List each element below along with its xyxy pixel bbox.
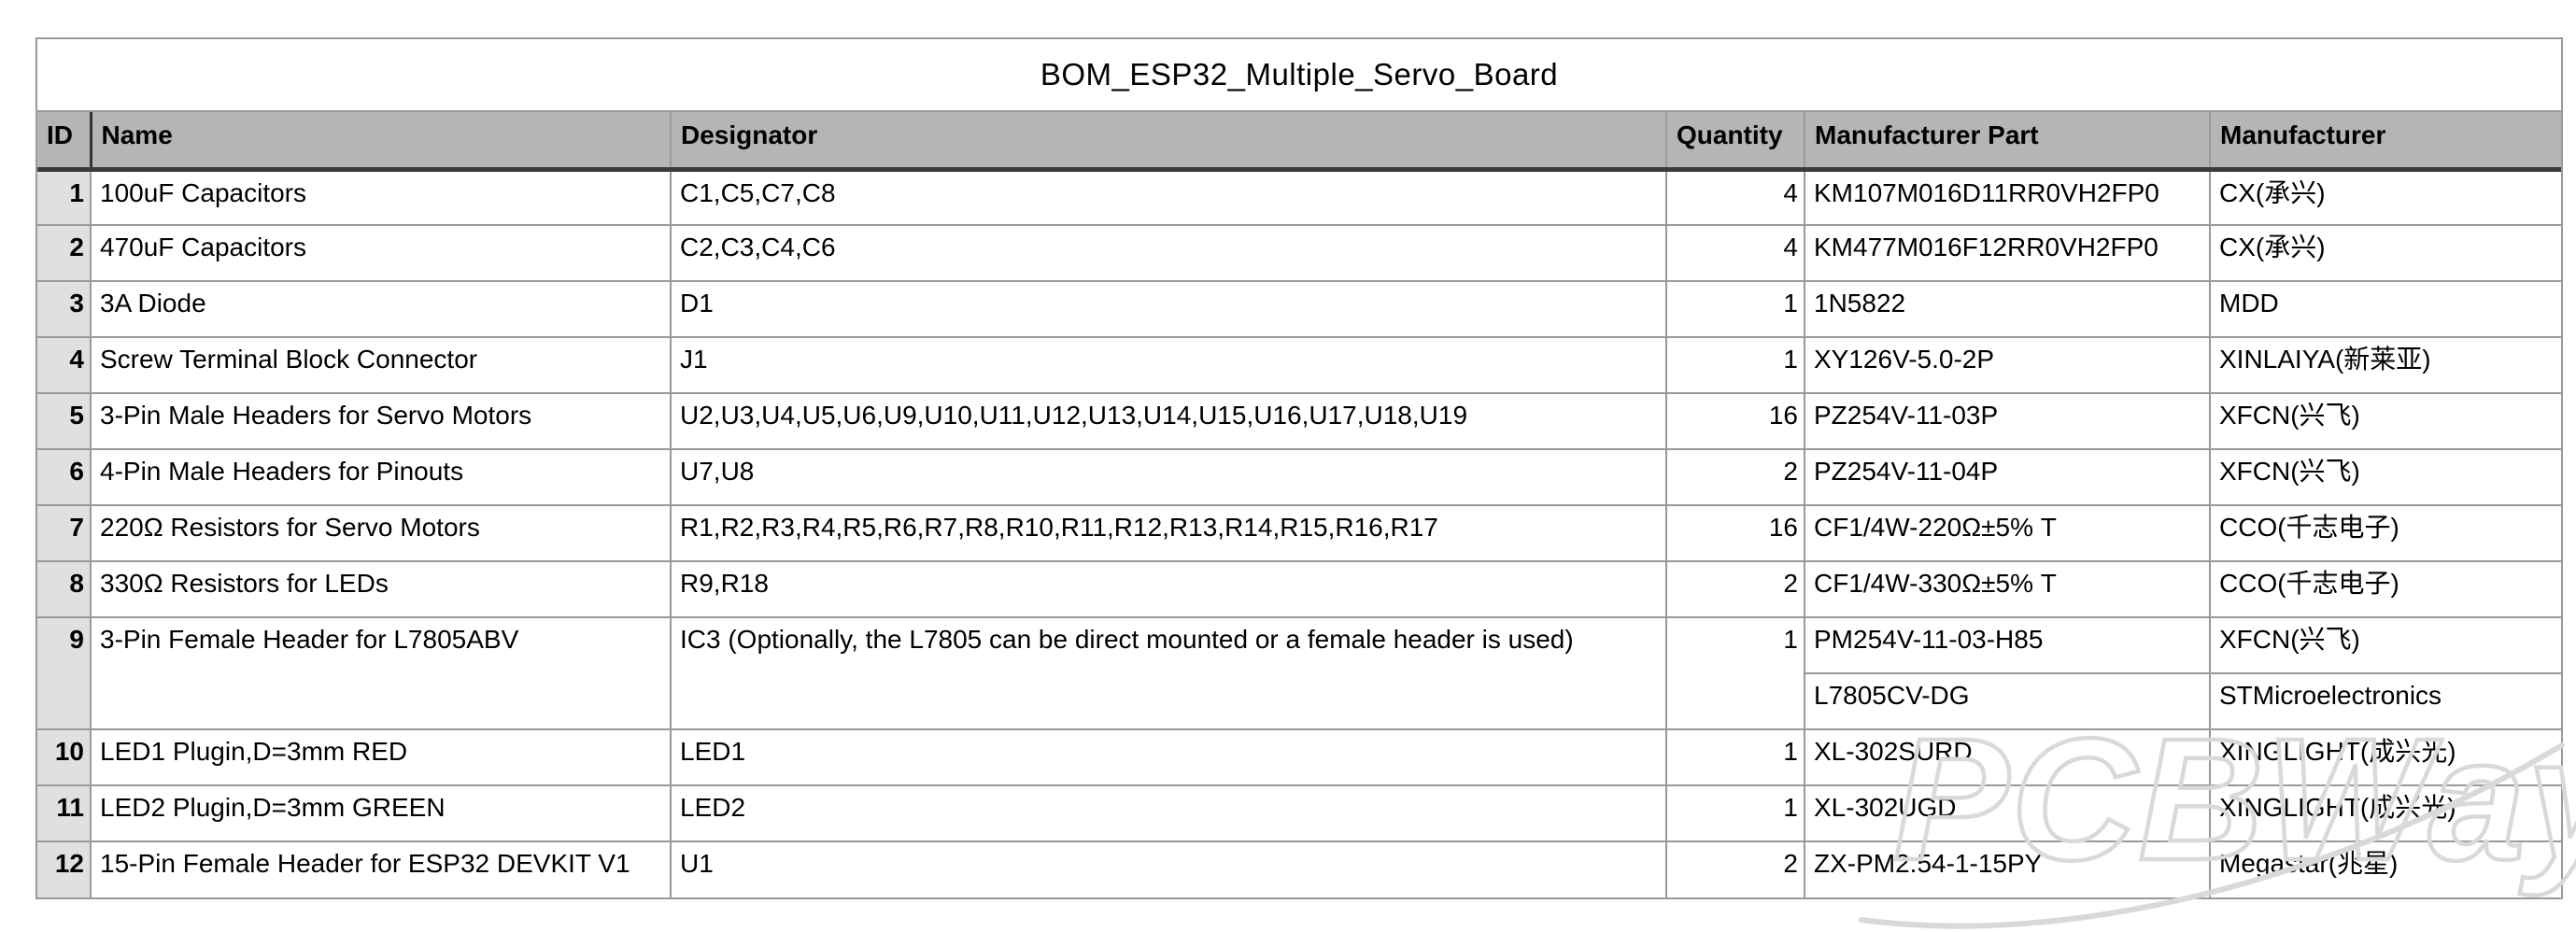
cell-manufacturer: Megastar(兆星) xyxy=(2209,840,2562,898)
table-row: 9 3-Pin Female Header for L7805ABV IC3 (… xyxy=(36,616,2562,730)
table-row: 6 4-Pin Male Headers for Pinouts U7,U8 2… xyxy=(36,448,2562,506)
cell-manufacturer: CX(承兴) xyxy=(2209,168,2562,226)
cell-id: 2 xyxy=(36,224,92,282)
cell-manufacturer: MDD xyxy=(2209,280,2562,338)
cell-quantity: 2 xyxy=(1665,448,1805,506)
cell-manufacturer: STMicroelectronics xyxy=(2209,672,2562,730)
table-row: 3 3A Diode D1 1 1N5822 MDD xyxy=(36,280,2562,338)
cell-mfr-part: PZ254V-11-03P xyxy=(1804,392,2211,450)
cell-id: 5 xyxy=(36,392,92,450)
document-title: BOM_ESP32_Multiple_Servo_Board xyxy=(37,39,2561,112)
cell-designator: D1 xyxy=(670,280,1667,338)
cell-manufacturer: XFCN(兴飞) xyxy=(2209,448,2562,506)
cell-mfr-part: 1N5822 xyxy=(1804,280,2211,338)
cell-mfr-part: XL-302SURD xyxy=(1804,728,2211,786)
cell-designator: R1,R2,R3,R4,R5,R6,R7,R8,R10,R11,R12,R13,… xyxy=(670,504,1667,562)
cell-quantity: 4 xyxy=(1665,224,1805,282)
column-header-name: Name xyxy=(90,111,672,172)
cell-designator: LED2 xyxy=(670,784,1667,842)
cell-quantity: 16 xyxy=(1665,392,1805,450)
cell-mfr-part: PZ254V-11-04P xyxy=(1804,448,2211,506)
cell-mfr-part: L7805CV-DG xyxy=(1804,672,2211,730)
cell-designator: LED1 xyxy=(670,728,1667,786)
cell-id: 4 xyxy=(36,336,92,394)
cell-quantity: 1 xyxy=(1665,616,1805,730)
cell-designator: U7,U8 xyxy=(670,448,1667,506)
cell-quantity: 16 xyxy=(1665,504,1805,562)
table-row: 2 470uF Capacitors C2,C3,C4,C6 4 KM477M0… xyxy=(36,224,2562,282)
cell-id: 9 xyxy=(36,616,92,730)
cell-id: 12 xyxy=(36,840,92,898)
cell-quantity: 4 xyxy=(1665,168,1805,226)
column-header-designator: Designator xyxy=(670,111,1667,172)
cell-name: 3-Pin Male Headers for Servo Motors xyxy=(90,392,672,450)
cell-name: LED1 Plugin,D=3mm RED xyxy=(90,728,672,786)
cell-quantity: 2 xyxy=(1665,560,1805,618)
cell-manufacturer: XINLAIYA(新莱亚) xyxy=(2209,336,2562,394)
table-row: 11 LED2 Plugin,D=3mm GREEN LED2 1 XL-302… xyxy=(36,784,2562,842)
cell-designator: U1 xyxy=(670,840,1667,898)
cell-id: 8 xyxy=(36,560,92,618)
table-row: 8 330Ω Resistors for LEDs R9,R18 2 CF1/4… xyxy=(36,560,2562,618)
table-row: 12 15-Pin Female Header for ESP32 DEVKIT… xyxy=(36,840,2562,898)
cell-mfr-part: CF1/4W-220Ω±5% T xyxy=(1804,504,2211,562)
cell-manufacturer: CCO(千志电子) xyxy=(2209,560,2562,618)
cell-name: 470uF Capacitors xyxy=(90,224,672,282)
column-header-id: ID xyxy=(36,111,92,172)
cell-manufacturer: XFCN(兴飞) xyxy=(2209,616,2562,674)
cell-name: LED2 Plugin,D=3mm GREEN xyxy=(90,784,672,842)
cell-manufacturer: XFCN(兴飞) xyxy=(2209,392,2562,450)
cell-designator: J1 xyxy=(670,336,1667,394)
cell-id: 3 xyxy=(36,280,92,338)
cell-name: 3A Diode xyxy=(90,280,672,338)
bom-table: ID Name Designator Quantity Manufacturer… xyxy=(36,111,2562,898)
cell-designator: C2,C3,C4,C6 xyxy=(670,224,1667,282)
cell-name: 15-Pin Female Header for ESP32 DEVKIT V1 xyxy=(90,840,672,898)
cell-designator: C1,C5,C7,C8 xyxy=(670,168,1667,226)
table-row: 10 LED1 Plugin,D=3mm RED LED1 1 XL-302SU… xyxy=(36,728,2562,786)
column-header-manufacturer: Manufacturer xyxy=(2209,111,2562,172)
cell-mfr-part: KM107M016D11RR0VH2FP0 xyxy=(1804,168,2211,226)
cell-mfr-part: XL-302UGD xyxy=(1804,784,2211,842)
cell-designator: IC3 (Optionally, the L7805 can be direct… xyxy=(670,616,1667,730)
cell-id: 6 xyxy=(36,448,92,506)
cell-name: 3-Pin Female Header for L7805ABV xyxy=(90,616,672,730)
cell-name: 330Ω Resistors for LEDs xyxy=(90,560,672,618)
cell-designator: R9,R18 xyxy=(670,560,1667,618)
table-header-row: ID Name Designator Quantity Manufacturer… xyxy=(36,111,2562,172)
cell-name: 100uF Capacitors xyxy=(90,168,672,226)
column-header-quantity: Quantity xyxy=(1665,111,1805,172)
cell-quantity: 1 xyxy=(1665,728,1805,786)
cell-quantity: 1 xyxy=(1665,280,1805,338)
cell-mfr-part: CF1/4W-330Ω±5% T xyxy=(1804,560,2211,618)
bom-sheet: BOM_ESP32_Multiple_Servo_Board ID Name D… xyxy=(35,37,2563,899)
cell-manufacturer: XINGLIGHT(成兴光) xyxy=(2209,784,2562,842)
table-row: 4 Screw Terminal Block Connector J1 1 XY… xyxy=(36,336,2562,394)
cell-mfr-part: KM477M016F12RR0VH2FP0 xyxy=(1804,224,2211,282)
cell-manufacturer: CX(承兴) xyxy=(2209,224,2562,282)
table-row: 1 100uF Capacitors C1,C5,C7,C8 4 KM107M0… xyxy=(36,168,2562,226)
cell-name: 4-Pin Male Headers for Pinouts xyxy=(90,448,672,506)
cell-manufacturer: CCO(千志电子) xyxy=(2209,504,2562,562)
cell-id: 7 xyxy=(36,504,92,562)
cell-name: Screw Terminal Block Connector xyxy=(90,336,672,394)
cell-id: 10 xyxy=(36,728,92,786)
cell-quantity: 1 xyxy=(1665,336,1805,394)
cell-quantity: 1 xyxy=(1665,784,1805,842)
table-row: 5 3-Pin Male Headers for Servo Motors U2… xyxy=(36,392,2562,450)
cell-designator: U2,U3,U4,U5,U6,U9,U10,U11,U12,U13,U14,U1… xyxy=(670,392,1667,450)
cell-id: 1 xyxy=(36,168,92,226)
cell-id: 11 xyxy=(36,784,92,842)
table-row: 7 220Ω Resistors for Servo Motors R1,R2,… xyxy=(36,504,2562,562)
cell-mfr-part: XY126V-5.0-2P xyxy=(1804,336,2211,394)
cell-quantity: 2 xyxy=(1665,840,1805,898)
cell-mfr-part: PM254V-11-03-H85 xyxy=(1804,616,2211,674)
table-row-sub: L7805CV-DG STMicroelectronics xyxy=(37,672,2562,730)
cell-mfr-part: ZX-PM2.54-1-15PY xyxy=(1804,840,2211,898)
column-header-mfr-part: Manufacturer Part xyxy=(1804,111,2211,172)
cell-manufacturer: XINGLIGHT(成兴光) xyxy=(2209,728,2562,786)
cell-name: 220Ω Resistors for Servo Motors xyxy=(90,504,672,562)
